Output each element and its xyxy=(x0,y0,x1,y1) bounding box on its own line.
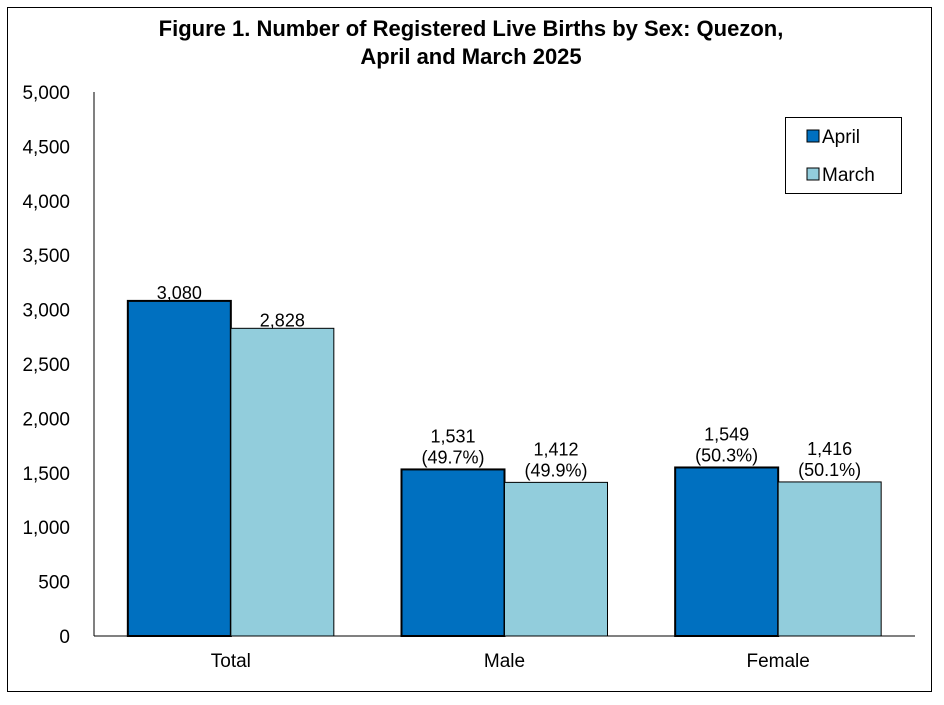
legend-swatch-april xyxy=(806,129,820,143)
y-tick-label: 500 xyxy=(38,573,70,594)
x-tick-label-total: Total xyxy=(211,651,251,672)
legend: April March xyxy=(785,117,902,194)
bar-march-male xyxy=(504,481,608,637)
bar-march-total xyxy=(230,327,335,637)
data-label-percent: (49.9%) xyxy=(524,460,587,480)
bar-april-total xyxy=(126,299,232,637)
x-axis: Total Male Female xyxy=(94,635,915,672)
data-label-percent: (49.7%) xyxy=(421,447,484,467)
legend-label-march: March xyxy=(822,165,875,186)
y-tick-label: 0 xyxy=(59,627,70,648)
x-tick-label-male: Male xyxy=(484,651,525,672)
y-tick-label: 5,000 xyxy=(22,83,70,104)
bar-april-female xyxy=(674,466,780,638)
bar-march-female xyxy=(777,481,882,637)
data-label: 2,828 xyxy=(260,310,305,330)
y-tick-label: 4,000 xyxy=(22,192,70,213)
y-tick-label: 1,500 xyxy=(22,464,70,485)
data-label: 3,080 xyxy=(157,283,202,303)
data-label: 1,549 xyxy=(704,424,749,444)
bar-april-male xyxy=(400,468,506,637)
y-tick-label: 2,500 xyxy=(22,355,70,376)
legend-label-april: April xyxy=(822,127,860,148)
chart-title: Figure 1. Number of Registered Live Birt… xyxy=(159,16,784,41)
data-label-percent: (50.3%) xyxy=(695,445,758,465)
y-tick-label: 2,000 xyxy=(22,409,70,430)
y-axis: 0 500 1,000 1,500 2,000 2,500 3,000 3,500 4,000 4… xyxy=(22,83,95,648)
legend-swatch-march xyxy=(806,167,820,181)
chart-subtitle: April and March 2025 xyxy=(360,44,581,69)
x-tick-label-female: Female xyxy=(746,651,809,672)
y-tick-label: 4,500 xyxy=(22,137,70,158)
y-tick-label: 3,500 xyxy=(22,246,70,267)
data-label: 1,416 xyxy=(807,439,852,459)
legend-box xyxy=(785,117,902,194)
data-label-percent: (50.1%) xyxy=(798,460,861,480)
y-tick-label: 3,000 xyxy=(22,301,70,322)
data-label: 1,531 xyxy=(430,426,475,446)
data-label: 1,412 xyxy=(533,439,578,459)
y-tick-label: 1,000 xyxy=(22,518,70,539)
